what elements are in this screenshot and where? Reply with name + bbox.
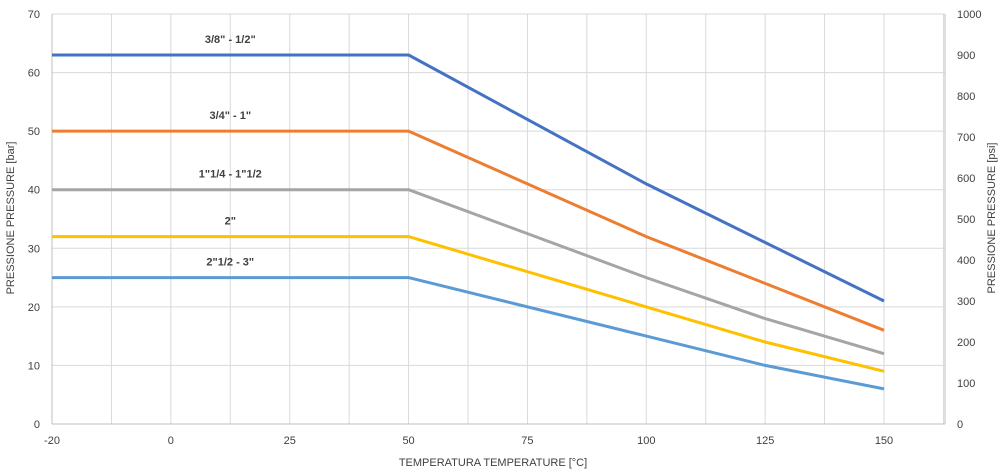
- y2-tick-label: 700: [957, 132, 975, 144]
- series-line-2: [52, 188, 885, 356]
- x-tick-label: 125: [756, 435, 774, 447]
- y2-tick-label: 0: [957, 419, 963, 431]
- x-tick-label: 150: [875, 435, 893, 447]
- axes: 0102030405060700100200300400500600700800…: [28, 9, 982, 447]
- x-tick-label: 75: [521, 435, 533, 447]
- series-line-4: [52, 276, 885, 391]
- grid: [52, 13, 945, 425]
- y2-tick-label: 100: [957, 378, 975, 390]
- x-axis-title: TEMPERATURA TEMPERATURE [°C]: [399, 457, 587, 469]
- y2-tick-label: 800: [957, 91, 975, 103]
- x-tick-label: -20: [44, 435, 60, 447]
- series-label-3: 2": [225, 216, 236, 228]
- series-label-4: 2"1/2 - 3": [206, 257, 254, 269]
- series-line-1: [52, 129, 885, 332]
- y2-tick-label: 1000: [957, 9, 981, 21]
- y2-tick-label: 400: [957, 255, 975, 267]
- y2-axis-title: PRESSIONE PRESSURE [psi]: [986, 143, 998, 294]
- y-tick-label: 70: [28, 9, 40, 21]
- x-tick-label: 0: [168, 435, 174, 447]
- series-labels: 3/8" - 1/2" 3/4" - 1" 1"1/4 - 1"1/2 2" 2"1/2…: [199, 34, 262, 269]
- y-axis-title: PRESSIONE PRESSURE [bar]: [5, 142, 17, 295]
- y-tick-label: 10: [28, 360, 40, 372]
- x-tick-label: 100: [637, 435, 655, 447]
- series-line-0: [52, 53, 885, 303]
- y2-tick-label: 200: [957, 337, 975, 349]
- y-tick-label: 40: [28, 185, 40, 197]
- x-tick-label: 25: [284, 435, 296, 447]
- y2-tick-label: 900: [957, 50, 975, 62]
- y-tick-label: 0: [34, 419, 40, 431]
- y2-tick-label: 300: [957, 296, 975, 308]
- series-line-3: [52, 235, 885, 373]
- y2-tick-label: 500: [957, 214, 975, 226]
- series-lines: [51, 53, 885, 391]
- x-tick-label: 50: [402, 435, 414, 447]
- series-label-0: 3/8" - 1/2": [205, 34, 256, 46]
- y-tick-label: 20: [28, 302, 40, 314]
- y-tick-label: 50: [28, 126, 40, 138]
- series-label-1: 3/4" - 1": [209, 110, 251, 122]
- y2-tick-label: 600: [957, 173, 975, 185]
- series-label-2: 1"1/4 - 1"1/2: [199, 169, 262, 181]
- y-tick-label: 30: [28, 243, 40, 255]
- y-tick-label: 60: [28, 68, 40, 80]
